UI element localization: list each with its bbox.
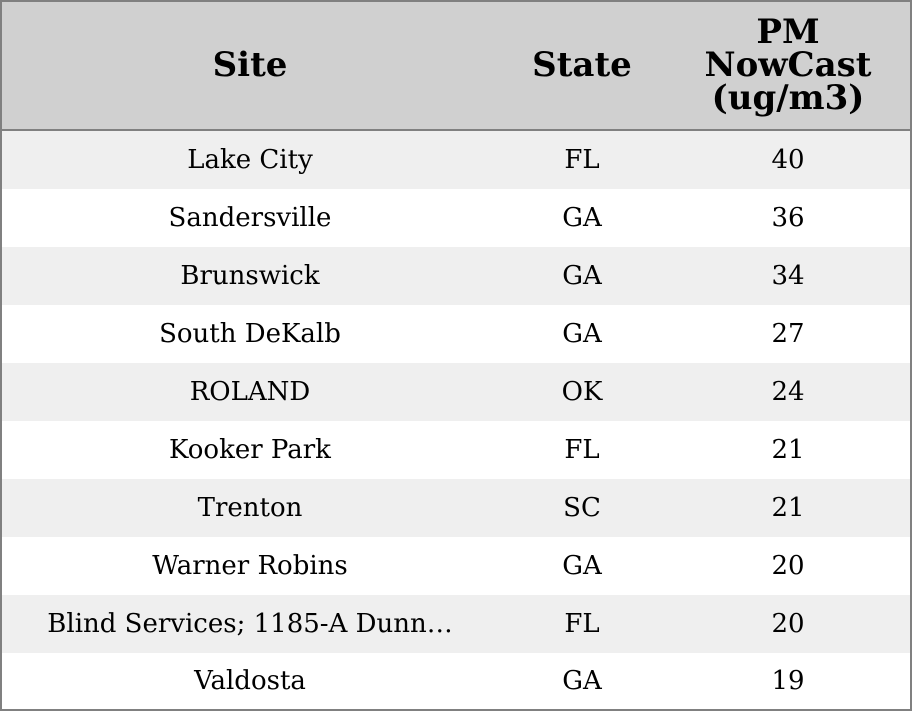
state-cell: FL	[564, 145, 600, 175]
table-row: Blind Services; 1185-A Dunn… FL 20	[2, 595, 910, 653]
state-cell: OK	[561, 377, 603, 407]
table-row: Trenton SC 21	[2, 479, 910, 537]
pm-cell: 34	[771, 261, 805, 291]
header-site: Site	[212, 45, 288, 85]
pm-cell: 20	[771, 609, 805, 639]
pm-cell: 21	[771, 435, 805, 465]
pm-cell: 21	[771, 493, 805, 523]
site-cell: Kooker Park	[169, 435, 331, 465]
state-cell: GA	[562, 551, 602, 581]
state-cell: FL	[564, 609, 600, 639]
header-pm-nowcast: PM NowCast (ug/m3)	[704, 12, 872, 118]
site-cell: Sandersville	[168, 203, 332, 233]
site-cell: Trenton	[197, 493, 303, 523]
site-cell: Lake City	[187, 145, 313, 175]
state-cell: GA	[562, 261, 602, 291]
pm-cell: 27	[771, 319, 805, 349]
state-cell: GA	[562, 319, 602, 349]
table-row: Warner Robins GA 20	[2, 537, 910, 595]
site-cell: Blind Services; 1185-A Dunn…	[47, 609, 453, 639]
table-row: Valdosta GA 19	[2, 653, 910, 709]
site-cell: Valdosta	[194, 666, 306, 696]
table-row: ROLAND OK 24	[2, 363, 910, 421]
header-state: State	[532, 45, 632, 85]
site-cell: Warner Robins	[152, 551, 348, 581]
state-cell: GA	[562, 203, 602, 233]
table-body: Lake City FL 40 Sandersville GA 36 Bruns…	[2, 131, 910, 709]
pm-cell: 19	[771, 666, 805, 696]
site-cell: ROLAND	[189, 377, 311, 407]
site-cell: Brunswick	[180, 261, 320, 291]
table-header: Site State PM NowCast (ug/m3)	[2, 2, 910, 131]
state-cell: FL	[564, 435, 600, 465]
table-row: South DeKalb GA 27	[2, 305, 910, 363]
site-cell: South DeKalb	[159, 319, 341, 349]
state-cell: GA	[562, 666, 602, 696]
table-row: Lake City FL 40	[2, 131, 910, 189]
pm-cell: 36	[771, 203, 805, 233]
table-row: Sandersville GA 36	[2, 189, 910, 247]
pm-cell: 20	[771, 551, 805, 581]
pm-cell: 24	[771, 377, 805, 407]
pm-cell: 40	[771, 145, 805, 175]
table-row: Brunswick GA 34	[2, 247, 910, 305]
table-row: Kooker Park FL 21	[2, 421, 910, 479]
state-cell: SC	[563, 493, 601, 523]
